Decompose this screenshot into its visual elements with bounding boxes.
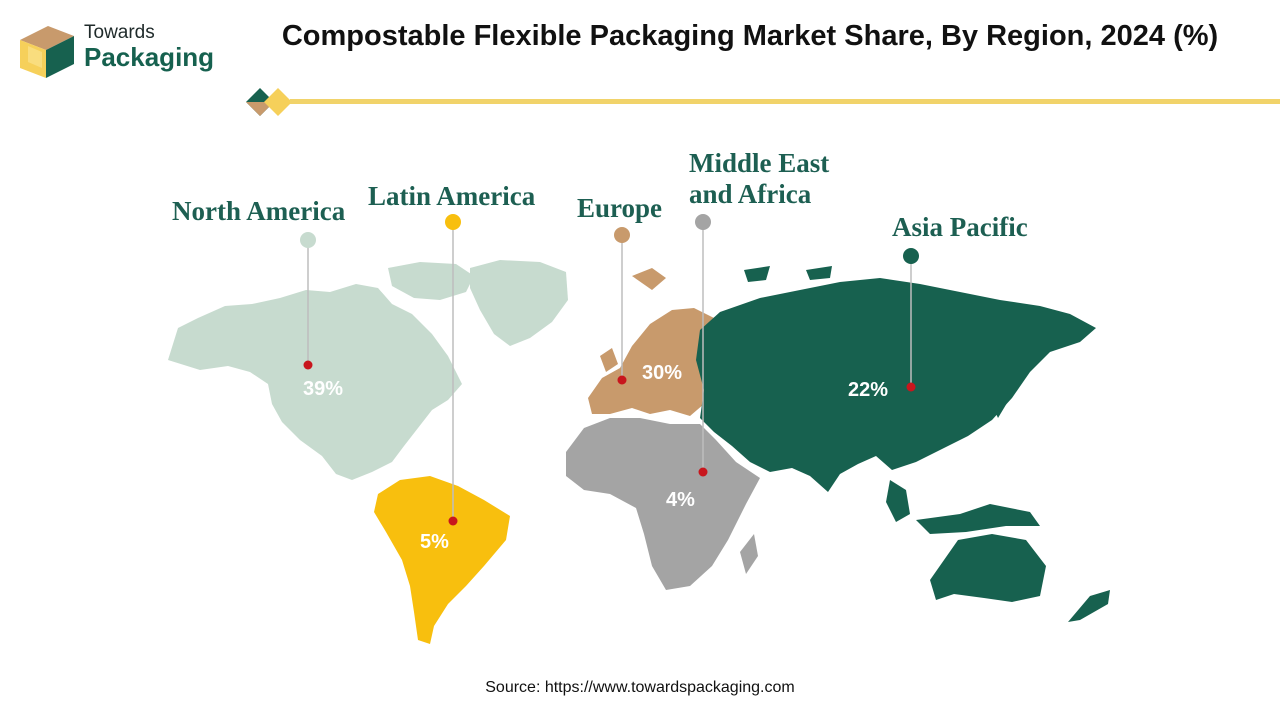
- region-latin-america: [374, 476, 510, 644]
- marker-dot-latin-america: [448, 516, 458, 526]
- value-middle-east-africa: 4%: [666, 489, 695, 511]
- marker-bulb-latin-america: [445, 214, 461, 230]
- region-middle-east-africa: [566, 418, 760, 590]
- region-asia-pacific: [696, 266, 1110, 622]
- marker-dot-middle-east-africa: [698, 467, 708, 477]
- marker-bulb-middle-east-africa: [695, 214, 711, 230]
- value-europe: 30%: [642, 362, 683, 384]
- chart-title: Compostable Flexible Packaging Market Sh…: [281, 20, 1219, 52]
- marker-dot-europe: [617, 375, 627, 385]
- region-north-america: [168, 260, 568, 480]
- divider-line: [290, 99, 1280, 104]
- label-europe: Europe: [577, 193, 663, 223]
- marker-bulb-asia-pacific: [903, 248, 919, 264]
- value-north-america: 39%: [303, 378, 344, 400]
- logo-box-icon: [20, 26, 74, 78]
- label-middle-east-africa: Middle East and Africa: [689, 148, 830, 209]
- label-asia-pacific: Asia Pacific: [892, 212, 1028, 242]
- source-note: Source: https://www.towardspackaging.com: [485, 679, 795, 696]
- marker-bulb-europe: [614, 227, 630, 243]
- marker-dot-north-america: [303, 360, 313, 370]
- logo-text-towards: Towards: [84, 22, 155, 43]
- logo-text-packaging: Packaging: [84, 42, 215, 72]
- towards-packaging-logo: [18, 22, 248, 82]
- marker-bulb-north-america: [300, 232, 316, 248]
- map-markers: [300, 214, 919, 526]
- value-latin-america: 5%: [420, 531, 449, 553]
- divider-badge-icon: [246, 88, 292, 116]
- marker-dot-asia-pacific: [906, 382, 916, 392]
- label-north-america: North America: [172, 196, 346, 226]
- label-latin-america: Latin America: [368, 181, 536, 211]
- region-europe: [588, 268, 722, 416]
- value-asia-pacific: 22%: [848, 379, 889, 401]
